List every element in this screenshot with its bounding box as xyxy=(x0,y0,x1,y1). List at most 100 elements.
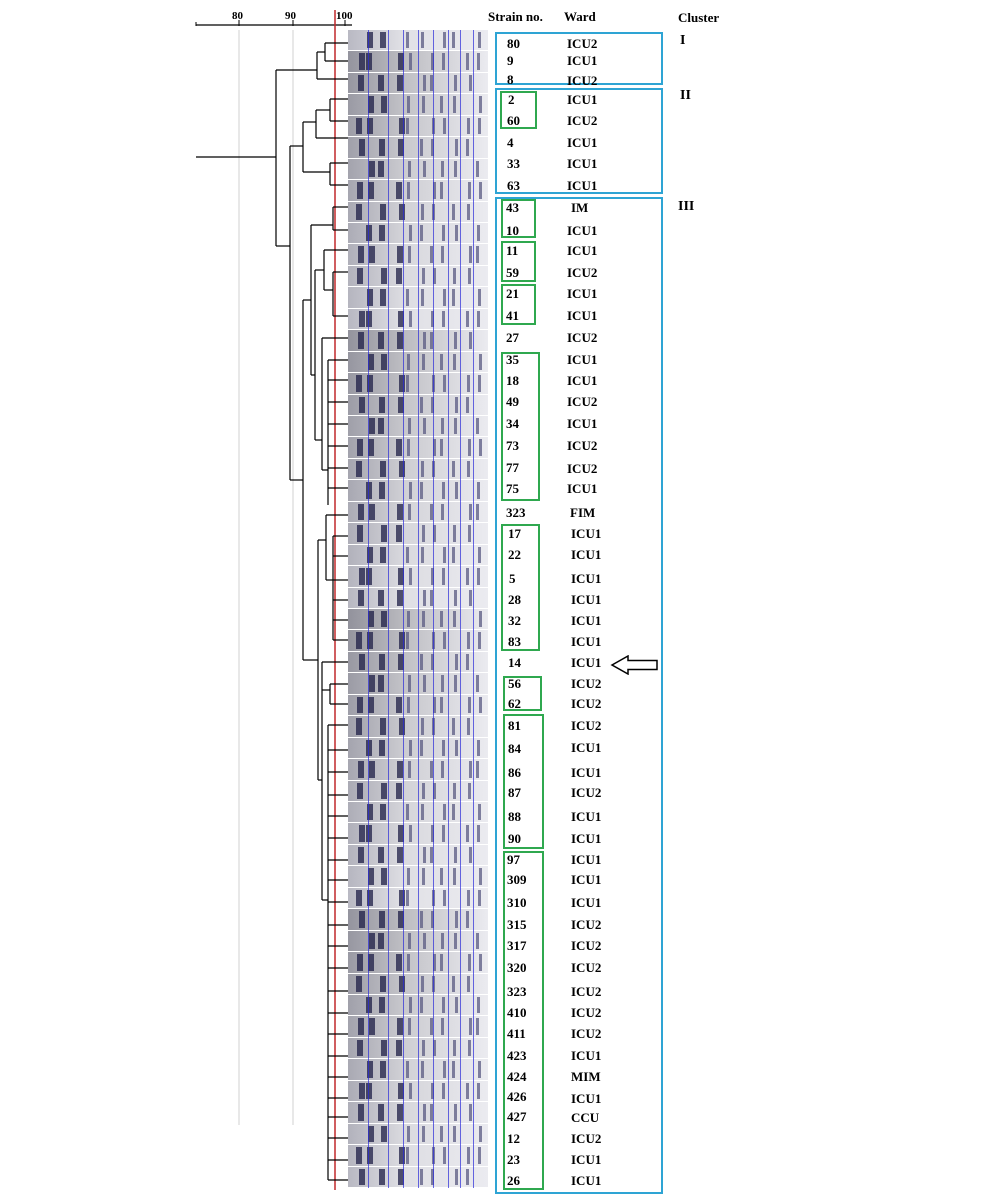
gel-band xyxy=(368,96,374,113)
gel-band xyxy=(407,696,410,714)
gel-band xyxy=(477,482,480,499)
gel-band xyxy=(452,975,455,992)
gel-band xyxy=(466,1168,469,1185)
gel-band xyxy=(356,375,362,392)
gel-band xyxy=(368,611,374,628)
gel-band xyxy=(443,546,446,564)
ward: ICU2 xyxy=(567,36,598,51)
strain-no: 323 xyxy=(506,505,526,520)
gel-band xyxy=(467,203,470,220)
gel-band xyxy=(358,332,364,349)
gel-band xyxy=(430,589,433,606)
gel-band xyxy=(356,1147,362,1164)
gel-band xyxy=(478,1147,481,1164)
ward: ICU2 xyxy=(571,1005,602,1020)
cluster-box-ii xyxy=(495,88,663,194)
gel-band xyxy=(442,825,445,842)
gel-band xyxy=(366,53,372,70)
ward: ICU1 xyxy=(567,373,598,388)
arrow-left-icon xyxy=(610,655,658,675)
gel-band xyxy=(440,182,443,199)
gel-band xyxy=(423,932,426,950)
gel-band xyxy=(468,696,471,714)
gel-band xyxy=(359,53,365,70)
gel-band xyxy=(469,846,472,864)
gel-band xyxy=(421,32,424,49)
strain-no: 77 xyxy=(506,460,519,475)
gel-band xyxy=(421,460,424,478)
strain-no: 80 xyxy=(507,36,520,51)
gel-band xyxy=(356,117,362,135)
gel-band xyxy=(358,503,364,521)
gel-band xyxy=(406,1061,409,1078)
gel-band xyxy=(379,139,385,156)
gel-band xyxy=(366,225,372,242)
ward: ICU1 xyxy=(567,223,598,238)
gel-band xyxy=(368,696,374,714)
gel-band xyxy=(396,696,402,714)
gel-band xyxy=(430,503,433,521)
gel-band xyxy=(356,632,362,649)
gel-band xyxy=(422,1125,425,1143)
gel-band xyxy=(478,375,481,392)
gel-band xyxy=(378,1104,384,1121)
gel-band xyxy=(443,889,446,907)
scale-tick-100: 100 xyxy=(336,10,353,22)
gel-band xyxy=(423,1104,426,1121)
gel-band xyxy=(399,889,405,907)
gel-band xyxy=(406,889,409,907)
ward: ICU1 xyxy=(567,416,598,431)
strain-no: 309 xyxy=(507,872,527,887)
gel-band xyxy=(381,1125,387,1143)
gel-band xyxy=(468,182,471,199)
strain-no: 88 xyxy=(508,809,521,824)
gel-band xyxy=(479,96,482,113)
ward: ICU1 xyxy=(571,852,602,867)
gel-band xyxy=(441,246,444,263)
scale-tick-80: 80 xyxy=(232,10,243,22)
gel-band xyxy=(433,782,436,799)
gel-band xyxy=(455,911,458,928)
gel-band xyxy=(431,1168,434,1185)
gel-band xyxy=(409,568,412,585)
gel-band xyxy=(469,74,472,92)
gel-band xyxy=(454,418,457,435)
gel-band xyxy=(476,1018,479,1035)
gel-band xyxy=(357,439,363,456)
strain-no: 87 xyxy=(508,785,521,800)
gel-band xyxy=(443,289,446,306)
gel-band xyxy=(443,375,446,392)
gel-band xyxy=(381,1039,387,1057)
gel-band xyxy=(381,782,387,799)
gel-band xyxy=(431,568,434,585)
gel-band xyxy=(378,74,384,92)
gel-band xyxy=(381,267,387,285)
ward: ICU1 xyxy=(571,547,602,562)
ward: ICU1 xyxy=(567,481,598,496)
gel-band xyxy=(454,932,457,950)
gel-band xyxy=(466,1082,469,1100)
gel-band xyxy=(431,911,434,928)
group-box xyxy=(501,284,536,325)
gel-band xyxy=(359,139,365,156)
gel-band xyxy=(356,460,362,478)
gel-band xyxy=(359,1168,365,1185)
band-position-line xyxy=(418,30,419,1188)
gel-band xyxy=(440,954,443,971)
gel-band xyxy=(479,868,482,885)
gel-band xyxy=(408,761,411,778)
gel-image xyxy=(348,30,488,1188)
gel-band xyxy=(359,396,365,413)
gel-band xyxy=(478,804,481,821)
gel-band xyxy=(406,32,409,49)
gel-band xyxy=(421,546,424,564)
gel-band xyxy=(397,589,403,606)
ward: ICU2 xyxy=(567,265,598,280)
gel-band xyxy=(369,675,375,692)
strain-no: 4 xyxy=(507,135,514,150)
gel-band xyxy=(442,568,445,585)
strain-no: 411 xyxy=(507,1026,526,1041)
ward: ICU1 xyxy=(571,895,602,910)
gel-band xyxy=(420,911,423,928)
gel-band xyxy=(420,396,423,413)
